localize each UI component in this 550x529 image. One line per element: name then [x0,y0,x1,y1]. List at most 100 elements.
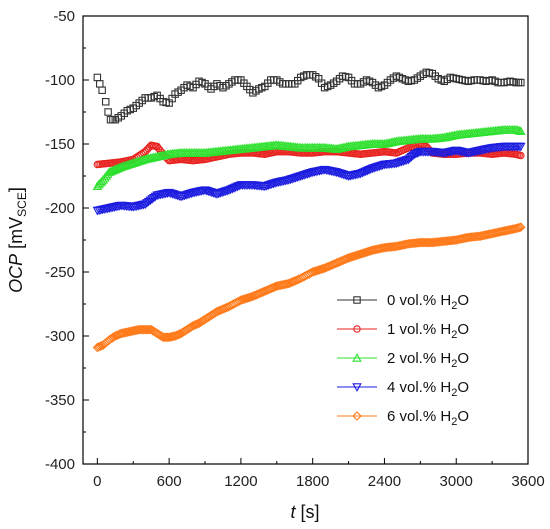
data-point [512,223,523,233]
legend-label-sub: 2 [451,300,457,312]
y-axis-unit-sub: SCE [15,192,29,217]
legend-label-tail: O [457,408,469,425]
y-tick-label: -400 [45,456,75,473]
data-point [234,296,244,306]
y-axis: -50 -100 -150 -200 -250 -300 -350 -400 [45,8,89,473]
data-point [106,115,115,124]
data-point [173,329,183,340]
data-point [517,78,525,87]
legend-label: 4 vol.% H2O [387,379,469,399]
series-0 [93,68,525,124]
data-point [362,247,373,257]
legend-label-main: 0 vol.% H [387,292,451,309]
data-point [516,142,526,152]
x-axis: 0 600 1200 1800 2400 3000 3600 [93,458,545,490]
legend-label: 0 vol.% H2O [387,292,469,312]
data-point [246,292,256,302]
x-tick-label: 1200 [224,473,257,490]
data-point [94,342,104,352]
data-point [343,253,354,263]
data-point [93,73,102,82]
data-point [516,222,526,232]
data-point [314,265,325,275]
series-3 [92,142,526,216]
data-point [355,249,366,259]
data-point [95,341,106,352]
x-tick-label: 2400 [368,473,401,490]
data-point [174,329,185,339]
data-point [95,80,104,88]
data-point [282,279,292,289]
legend-item: 2 vol.% H2O [337,350,469,370]
data-point [242,293,253,303]
legend-label-main: 4 vol.% H [387,379,451,396]
data-point [268,282,279,293]
legend-label-tail: O [457,292,469,309]
x-tick-label: 0 [93,473,101,490]
y-tick-label: -200 [45,200,75,217]
data-point [350,250,361,261]
data-point [101,98,110,106]
data-point [517,151,525,160]
data-point [104,108,112,116]
data-point [345,252,356,263]
data-point [280,279,291,290]
y-axis-symbol: OCP [6,254,26,293]
x-axis-unit: [s] [296,502,320,522]
data-point [354,249,364,260]
y-tick-label: -50 [53,8,75,25]
data-point [307,267,318,277]
y-axis-unit-open: [mV [6,217,26,254]
x-axis-symbol: t [290,502,296,522]
legend-label: 2 vol.% H2O [387,350,469,370]
data-point [244,292,255,303]
legend-label-main: 2 vol.% H [387,350,451,367]
legend-label-sub: 2 [451,329,457,341]
legend-label-main: 1 vol.% H [387,321,451,338]
y-tick-label: -100 [45,72,75,89]
legend-label-tail: O [457,350,469,367]
legend-marker [352,353,362,362]
series-4 [92,222,526,353]
data-point [342,253,352,264]
data-point [140,200,150,210]
data-point [142,199,152,208]
legend-label-sub: 2 [451,358,457,370]
data-point [511,223,521,234]
data-point [348,251,359,262]
series-2 [92,124,526,190]
x-tick-label: 3600 [511,473,544,490]
data-point [98,86,106,94]
data-point [359,248,369,258]
legend-item: 6 vol.% H2O [337,408,469,428]
data-point [318,263,328,274]
y-tick-label: -350 [45,392,75,409]
data-point [514,222,525,233]
legend-marker [353,325,361,333]
data-point [357,248,368,259]
data-point [241,293,251,304]
data-point [237,294,248,305]
x-tick-label: 3000 [440,473,473,490]
data-point [352,250,362,260]
y-tick-label: -300 [45,328,75,345]
data-point [236,295,246,305]
plot-series [92,68,526,353]
data-point [360,247,371,258]
data-point [306,268,316,278]
data-point [145,196,156,206]
legend-item: 0 vol.% H2O [337,292,469,312]
data-point [149,194,159,203]
legend-label: 6 vol.% H2O [387,408,469,428]
data-point [516,126,526,135]
legend-label-tail: O [457,379,469,396]
legend-label-main: 6 vol.% H [387,408,451,425]
data-point [192,319,203,329]
x-axis-title: t [s] [290,502,319,522]
data-point [144,324,155,335]
data-point [191,319,201,330]
x-tick-label: 600 [157,473,182,490]
data-point [147,195,157,204]
y-tick-label: -250 [45,264,75,281]
